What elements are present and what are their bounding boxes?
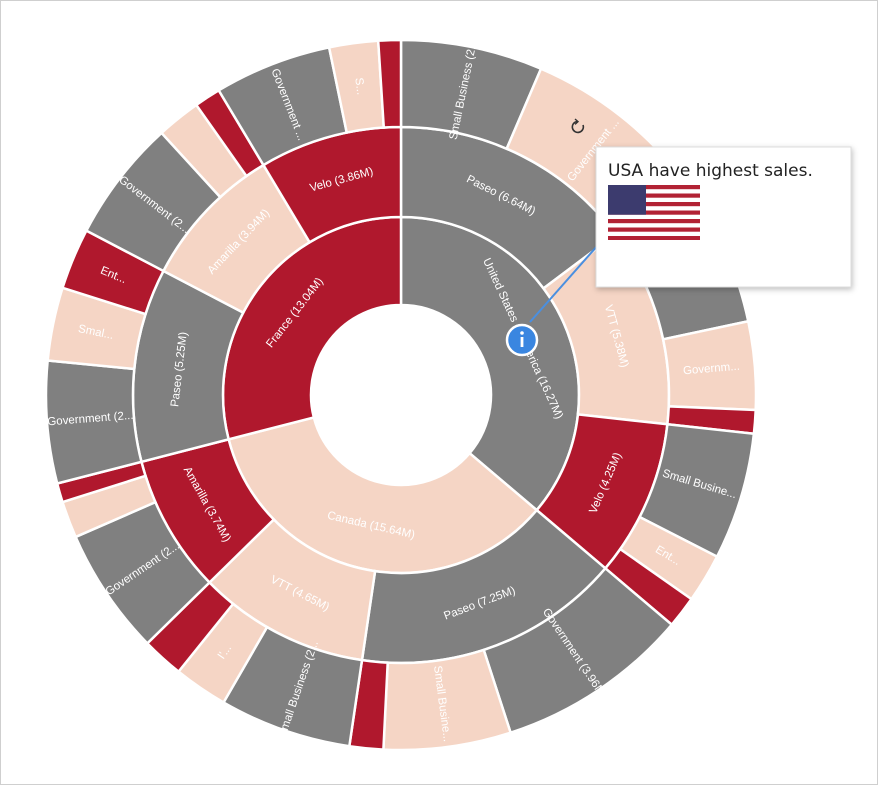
connector bbox=[529, 235, 607, 323]
segment-label: S... bbox=[352, 77, 366, 96]
annotation: USA have highest sales. bbox=[505, 118, 852, 357]
flag-icon bbox=[608, 185, 700, 240]
sunburst: United States of America (16.27M)Paseo (… bbox=[44, 38, 758, 752]
info-icon[interactable] bbox=[505, 323, 539, 357]
tooltip-text: USA have highest sales. bbox=[608, 161, 813, 181]
segment-label: Governm... bbox=[683, 361, 741, 378]
segment bbox=[376, 38, 403, 129]
refresh-icon[interactable] bbox=[571, 118, 585, 134]
